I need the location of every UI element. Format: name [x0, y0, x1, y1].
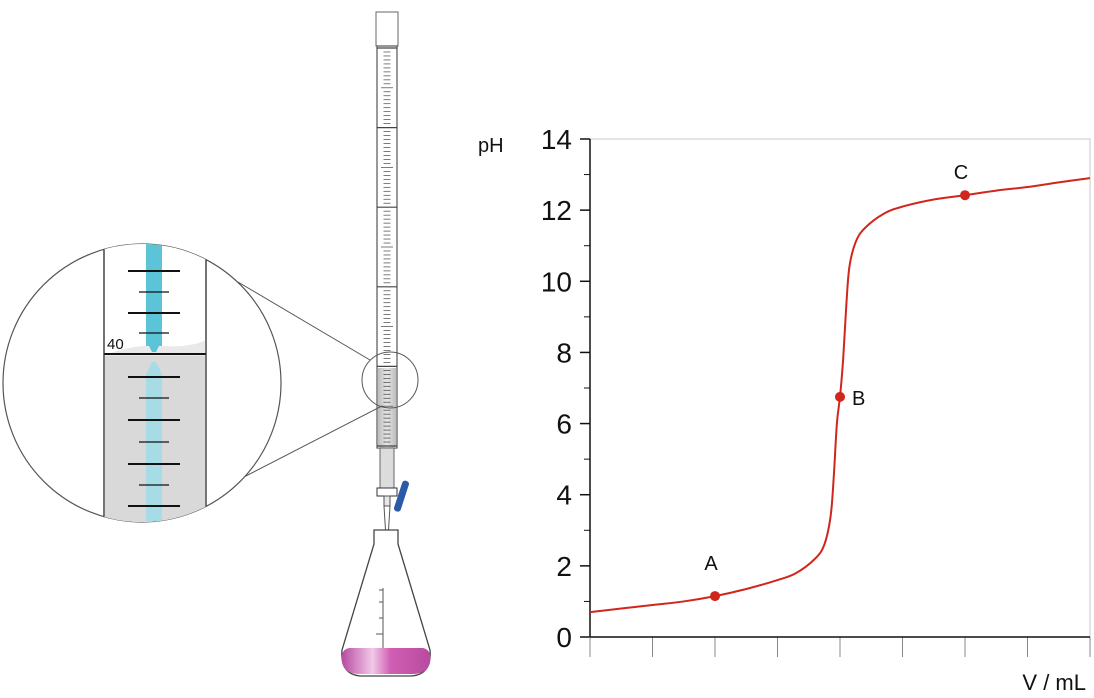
y-tick-label: 8: [556, 337, 572, 368]
annotated-points: A B C: [704, 162, 970, 602]
y-tick-label: 12: [541, 195, 572, 226]
erlenmeyer-flask: [341, 529, 431, 677]
zoom-connector: [237, 281, 419, 481]
stopcock-handle: [393, 480, 409, 512]
zoom-source-circle: [361, 351, 419, 409]
zoom-line-bottom: [237, 405, 383, 481]
titrant-stream-upper: [146, 244, 162, 346]
flask-graduations: [376, 588, 384, 648]
point-label-a: A: [704, 553, 718, 575]
point-label-b: B: [852, 388, 865, 410]
burette-graduations: [377, 47, 397, 447]
titration-curve-chart: 0 2 4 6 8 10 12 14 A B C pH V / mL: [478, 124, 1091, 695]
y-tick-label: 0: [556, 622, 572, 653]
point-c: [960, 190, 970, 201]
y-tick-label: 14: [541, 124, 572, 155]
y-tick-label: 6: [556, 409, 572, 440]
magnified-view: 40: [2, 243, 282, 523]
zoom-line-top: [237, 281, 371, 361]
point-label-c: C: [954, 162, 968, 184]
magnified-graduations: [128, 270, 180, 507]
y-axis-label: pH: [478, 135, 504, 157]
point-a: [710, 591, 720, 602]
x-axis-ticks: [589, 637, 1091, 657]
burette-top: [375, 11, 399, 47]
y-axis-ticks: 0 2 4 6 8 10 12 14: [541, 124, 590, 653]
flask-solution: [341, 648, 431, 674]
y-tick-label: 2: [556, 551, 572, 582]
stopcock-body: [376, 487, 398, 497]
burette-lower-tube: [379, 447, 395, 489]
burette-tip-joint: [383, 495, 391, 507]
burette: [375, 11, 409, 539]
y-tick-label: 4: [556, 480, 572, 511]
zoom-reading: 40: [107, 336, 124, 353]
x-axis-label: V / mL: [1022, 670, 1086, 695]
y-tick-label: 10: [541, 266, 572, 297]
point-b: [835, 391, 845, 402]
